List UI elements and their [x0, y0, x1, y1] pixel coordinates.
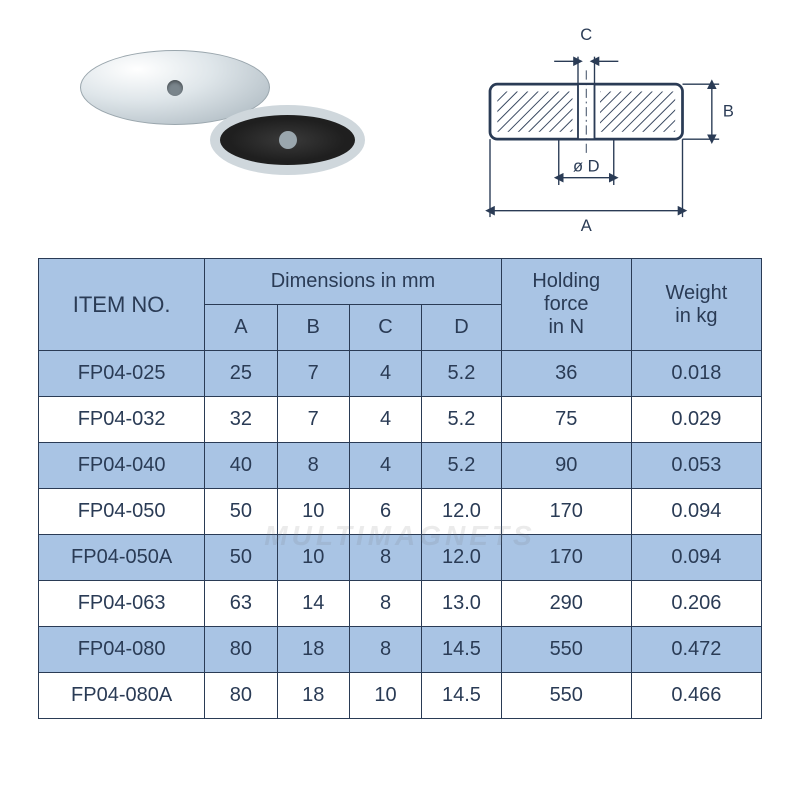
cell-b: 18 — [277, 673, 349, 719]
cell-a: 25 — [205, 351, 277, 397]
label-c: C — [580, 26, 592, 44]
cell-force: 550 — [501, 673, 631, 719]
table-row: FP04-04040845.2900.053 — [39, 443, 762, 489]
cell-c: 8 — [349, 535, 421, 581]
cell-item: FP04-080A — [39, 673, 205, 719]
col-force: Holding force in N — [501, 259, 631, 351]
cell-d: 13.0 — [422, 581, 502, 627]
cell-force: 550 — [501, 627, 631, 673]
cell-c: 8 — [349, 581, 421, 627]
cell-b: 10 — [277, 489, 349, 535]
label-b: B — [723, 102, 734, 120]
cell-force: 90 — [501, 443, 631, 489]
cell-weight: 0.094 — [631, 535, 761, 581]
table-row: FP04-0505010612.01700.094 — [39, 489, 762, 535]
cell-d: 14.5 — [422, 627, 502, 673]
cell-b: 7 — [277, 351, 349, 397]
cell-b: 10 — [277, 535, 349, 581]
cell-d: 5.2 — [422, 351, 502, 397]
cell-d: 5.2 — [422, 443, 502, 489]
spec-table-container: ITEM NO. Dimensions in mm Holding force … — [0, 240, 800, 719]
cell-weight: 0.018 — [631, 351, 761, 397]
cell-b: 18 — [277, 627, 349, 673]
col-dim-d: D — [422, 305, 502, 351]
col-dim-b: B — [277, 305, 349, 351]
cell-item: FP04-080 — [39, 627, 205, 673]
product-photo — [40, 20, 410, 240]
top-section: C B ø D A — [0, 0, 800, 240]
table-row: FP04-0808018814.55500.472 — [39, 627, 762, 673]
cell-d: 12.0 — [422, 535, 502, 581]
cell-weight: 0.472 — [631, 627, 761, 673]
cell-force: 170 — [501, 535, 631, 581]
cell-b: 7 — [277, 397, 349, 443]
cell-c: 4 — [349, 397, 421, 443]
label-d: ø D — [573, 157, 600, 175]
col-dimensions: Dimensions in mm — [205, 259, 501, 305]
cell-c: 6 — [349, 489, 421, 535]
cell-a: 32 — [205, 397, 277, 443]
cell-a: 63 — [205, 581, 277, 627]
cell-weight: 0.053 — [631, 443, 761, 489]
cell-force: 290 — [501, 581, 631, 627]
cell-a: 80 — [205, 673, 277, 719]
cell-weight: 0.206 — [631, 581, 761, 627]
cell-b: 14 — [277, 581, 349, 627]
spec-table: ITEM NO. Dimensions in mm Holding force … — [38, 258, 762, 719]
cell-a: 40 — [205, 443, 277, 489]
cell-weight: 0.094 — [631, 489, 761, 535]
cell-a: 50 — [205, 535, 277, 581]
table-row: FP04-050A5010812.01700.094 — [39, 535, 762, 581]
col-dim-a: A — [205, 305, 277, 351]
cell-c: 8 — [349, 627, 421, 673]
cell-item: FP04-040 — [39, 443, 205, 489]
cell-force: 75 — [501, 397, 631, 443]
cell-item: FP04-032 — [39, 397, 205, 443]
col-weight: Weight in kg — [631, 259, 761, 351]
cell-a: 80 — [205, 627, 277, 673]
cell-d: 12.0 — [422, 489, 502, 535]
cell-a: 50 — [205, 489, 277, 535]
label-a: A — [581, 217, 592, 235]
col-dim-c: C — [349, 305, 421, 351]
table-row: FP04-03232745.2750.029 — [39, 397, 762, 443]
cell-d: 5.2 — [422, 397, 502, 443]
cell-item: FP04-025 — [39, 351, 205, 397]
table-row: FP04-080A80181014.55500.466 — [39, 673, 762, 719]
cell-item: FP04-050 — [39, 489, 205, 535]
table-row: FP04-02525745.2360.018 — [39, 351, 762, 397]
cell-force: 36 — [501, 351, 631, 397]
cell-item: FP04-050A — [39, 535, 205, 581]
col-item: ITEM NO. — [39, 259, 205, 351]
cell-d: 14.5 — [422, 673, 502, 719]
cell-c: 4 — [349, 351, 421, 397]
cell-c: 4 — [349, 443, 421, 489]
cell-weight: 0.466 — [631, 673, 761, 719]
cell-c: 10 — [349, 673, 421, 719]
table-row: FP04-0636314813.02900.206 — [39, 581, 762, 627]
cell-weight: 0.029 — [631, 397, 761, 443]
magnet-bottom-view — [210, 105, 365, 175]
cell-item: FP04-063 — [39, 581, 205, 627]
cell-force: 170 — [501, 489, 631, 535]
technical-diagram: C B ø D A — [440, 20, 760, 240]
cell-b: 8 — [277, 443, 349, 489]
